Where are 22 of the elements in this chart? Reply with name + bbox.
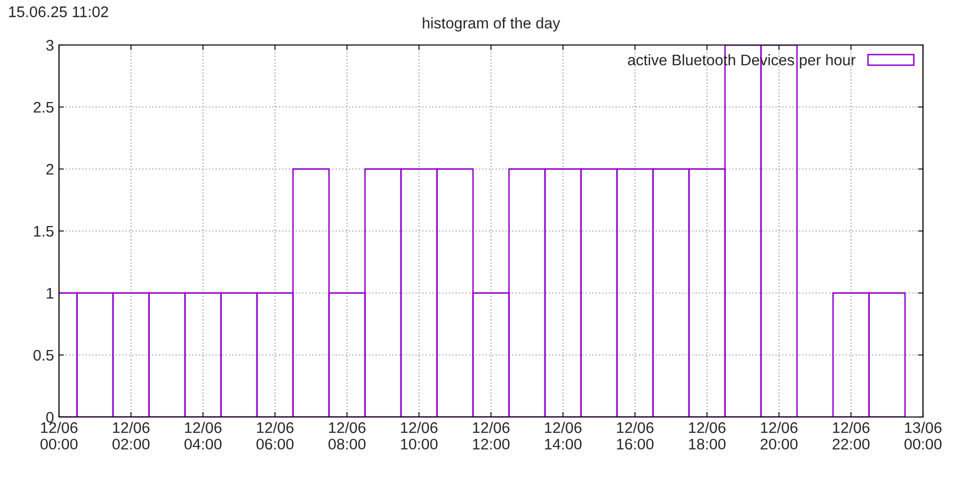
x-tick-label: 12/06 04:00 <box>184 422 222 450</box>
x-tick-label: 12/06 22:00 <box>832 422 870 450</box>
text: 15.06.25 11:02 <box>9 6 108 18</box>
y-tick-label: 1 <box>46 288 54 299</box>
y-tick-label: 3 <box>46 40 54 51</box>
x-tick-label: 12/06 06:00 <box>256 422 294 450</box>
y-tick-label: 2.5 <box>34 102 54 113</box>
x-tick-label: 12/06 20:00 <box>760 422 798 450</box>
x-tick-label: 12/06 10:00 <box>401 422 438 450</box>
x-tick-label: 12/06 08:00 <box>328 422 366 450</box>
x-tick-label: 12/06 18:00 <box>689 422 726 450</box>
x-tick-label: 12/06 02:00 <box>112 422 150 450</box>
x-tick-label: 12/06 12:00 <box>473 422 510 450</box>
y-tick-label: 2 <box>46 164 54 175</box>
y-tick-label: 1.5 <box>34 226 54 237</box>
x-tick-label: 12/06 16:00 <box>617 422 654 450</box>
x-tick-label: 12/06 14:00 <box>545 422 582 450</box>
x-tick-label: 13/06 00:00 <box>904 422 942 450</box>
y-tick-label: 0.5 <box>34 350 54 361</box>
chart-title: histogram of the day <box>422 17 560 32</box>
x-tick-label: 12/06 00:00 <box>40 422 78 450</box>
y-tick-label: 0 <box>46 412 54 423</box>
